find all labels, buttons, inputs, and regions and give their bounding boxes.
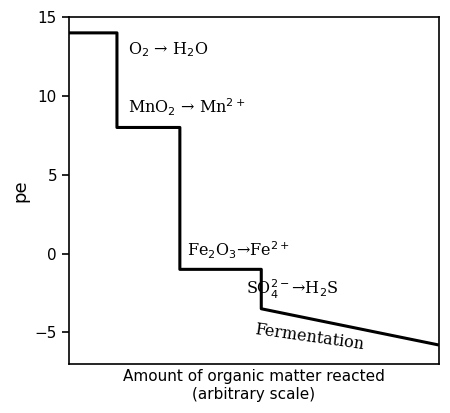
Y-axis label: pe: pe <box>11 179 29 202</box>
Text: O$_2$ → H$_2$O: O$_2$ → H$_2$O <box>128 41 208 59</box>
Text: MnO$_2$ → Mn$^{2+}$: MnO$_2$ → Mn$^{2+}$ <box>128 97 246 118</box>
Text: SO$_4^{2-}$→H$_2$S: SO$_4^{2-}$→H$_2$S <box>247 278 339 301</box>
X-axis label: Amount of organic matter reacted
(arbitrary scale): Amount of organic matter reacted (arbitr… <box>123 370 385 402</box>
Text: Fe$_2$O$_3$→Fe$^{2+}$: Fe$_2$O$_3$→Fe$^{2+}$ <box>187 240 290 261</box>
Text: Fermentation: Fermentation <box>254 321 365 354</box>
